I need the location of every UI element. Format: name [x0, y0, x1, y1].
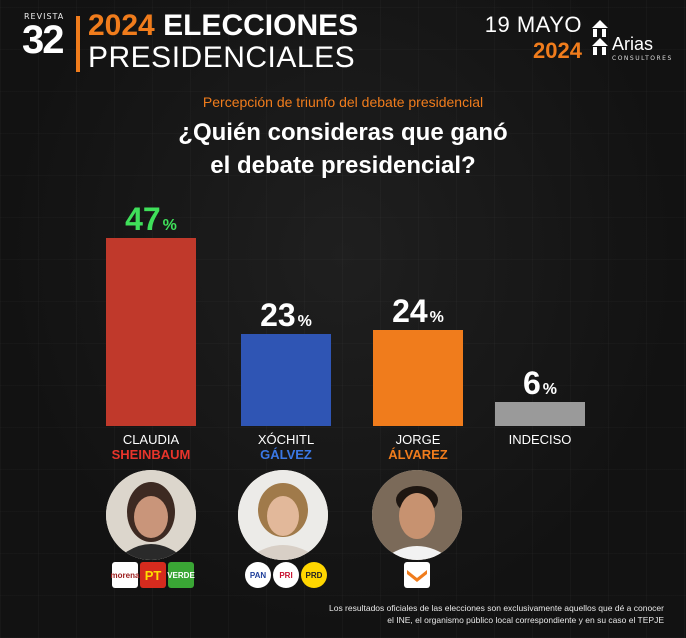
date-line1: 19 MAYO — [484, 12, 582, 37]
arias-consultores-logo: Arias CONSULTORES — [590, 16, 673, 62]
portrait-xochitl — [238, 470, 328, 560]
question-line1: ¿Quién consideras que ganó — [178, 119, 508, 146]
brand-big: 32 — [22, 18, 64, 62]
portrait-claudia — [106, 470, 196, 560]
header-accent-bar — [76, 16, 80, 72]
footnote: Los resultados oficiales de las eleccion… — [244, 602, 664, 626]
brand-small: REVISTA — [24, 12, 65, 21]
bar-2 — [373, 330, 463, 426]
question-line2: el debate presidencial? — [210, 152, 476, 179]
label-first: CLAUDIA — [122, 432, 180, 447]
arias-house-icon — [592, 20, 608, 55]
bar-chart: 47 % 23% 24 % 6% — [106, 201, 585, 426]
party-verde: VERDE — [167, 562, 195, 588]
party-mc — [404, 562, 430, 588]
date-line2: 2024 — [533, 38, 582, 63]
portrait-jorge — [372, 470, 462, 560]
label-first: JORGE — [395, 432, 441, 447]
party-prd: PRD — [301, 562, 327, 588]
page-title: 2024 ELECCIONES PRESIDENCIALES — [88, 10, 358, 74]
date-block: 19 MAYO 2024 — [480, 12, 582, 64]
footnote-line1: Los resultados oficiales de las eleccion… — [328, 603, 664, 613]
mc-eagle-icon — [407, 570, 427, 582]
chart-subtitle: Percepción de triunfo del debate preside… — [202, 94, 484, 110]
label-indeciso: INDECISO — [480, 432, 600, 447]
footnote-line2: el INE, el organismo público local corre… — [387, 615, 664, 625]
label-first: INDECISO — [508, 432, 572, 447]
bar-1 — [241, 334, 331, 426]
label-last: GÁLVEZ — [260, 447, 312, 462]
party-logos-jorge — [404, 562, 430, 588]
party-logos-claudia: morena PT VERDE — [111, 562, 195, 588]
pollster-name: Arias — [612, 34, 654, 54]
title-rest: ELECCIONES — [163, 9, 359, 42]
label-first: XÓCHITL — [257, 432, 315, 447]
label-last: SHEINBAUM — [111, 447, 191, 462]
label-jorge: JORGE ÁLVAREZ — [358, 432, 478, 462]
bar-3 — [495, 402, 585, 426]
bar-value-label-2: 24% — [392, 293, 444, 329]
party-morena: morena — [111, 562, 139, 588]
bar-0 — [106, 238, 196, 426]
title-year: 2024 — [88, 9, 155, 42]
pollster-sub: CONSULTORES — [612, 55, 673, 62]
party-logos-xochitl: PAN PRI PRD — [245, 562, 327, 588]
label-xochitl: XÓCHITL GÁLVEZ — [226, 432, 346, 462]
party-pan: PAN — [245, 562, 271, 588]
chart-question: ¿Quién consideras que ganó el debate pre… — [0, 116, 686, 182]
bar-value-label-3: 6% — [523, 365, 557, 401]
title-line2: PRESIDENCIALES — [88, 41, 356, 74]
label-claudia: CLAUDIA SHEINBAUM — [91, 432, 211, 462]
party-pri: PRI — [273, 562, 299, 588]
label-last: ÁLVAREZ — [388, 447, 448, 462]
party-pt: PT — [140, 562, 166, 588]
bar-value-label-0: 47% — [125, 201, 177, 237]
bar-value-label-1: 23% — [260, 297, 312, 333]
revista-32-logo: REVISTA 32 — [22, 12, 70, 68]
